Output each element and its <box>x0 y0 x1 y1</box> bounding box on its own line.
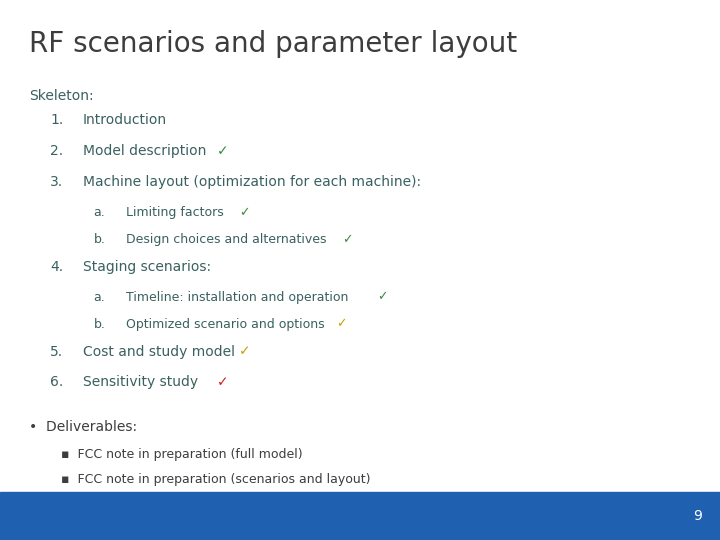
Text: •  Deliverables:: • Deliverables: <box>29 420 137 434</box>
Text: 5.: 5. <box>50 345 63 359</box>
Text: Sensitivity study: Sensitivity study <box>83 375 198 389</box>
Text: 2.: 2. <box>50 144 63 158</box>
Text: 3.: 3. <box>50 175 63 189</box>
Text: Optimized scenario and options: Optimized scenario and options <box>126 318 325 330</box>
Text: ✓: ✓ <box>377 291 387 303</box>
Text: Skeleton:: Skeleton: <box>29 89 94 103</box>
Text: 9: 9 <box>693 509 702 523</box>
Text: Machine layout (optimization for each machine):: Machine layout (optimization for each ma… <box>83 175 421 189</box>
Text: 1.: 1. <box>50 113 63 127</box>
Text: ▪  FCC note in preparation (scenarios and layout): ▪ FCC note in preparation (scenarios and… <box>61 472 371 485</box>
Text: 6.: 6. <box>50 375 63 389</box>
Text: ✓: ✓ <box>239 345 251 359</box>
Text: Model description: Model description <box>83 144 206 158</box>
Text: ▪  FCC note in preparation (full model): ▪ FCC note in preparation (full model) <box>61 448 303 461</box>
Text: 4.: 4. <box>50 260 63 274</box>
Text: ✓: ✓ <box>217 144 228 158</box>
Text: ✓: ✓ <box>343 233 353 246</box>
Text: b.: b. <box>94 318 105 330</box>
Text: Limiting factors: Limiting factors <box>126 206 224 219</box>
Text: Design choices and alternatives: Design choices and alternatives <box>126 233 326 246</box>
Text: ▪  Here insert an example: ▪ Here insert an example <box>61 539 225 540</box>
Text: ✓: ✓ <box>240 206 250 219</box>
Text: Cost and study model: Cost and study model <box>83 345 235 359</box>
Text: a.: a. <box>94 206 105 219</box>
Text: a.: a. <box>94 291 105 303</box>
Text: b.: b. <box>94 233 105 246</box>
Text: ✓: ✓ <box>336 318 346 330</box>
Text: Staging scenarios:: Staging scenarios: <box>83 260 211 274</box>
Text: •  Example:: • Example: <box>29 510 111 524</box>
Text: Timeline: installation and operation: Timeline: installation and operation <box>126 291 348 303</box>
Text: ✓: ✓ <box>217 375 228 389</box>
Text: Introduction: Introduction <box>83 113 167 127</box>
Text: RF scenarios and parameter layout: RF scenarios and parameter layout <box>29 30 517 58</box>
